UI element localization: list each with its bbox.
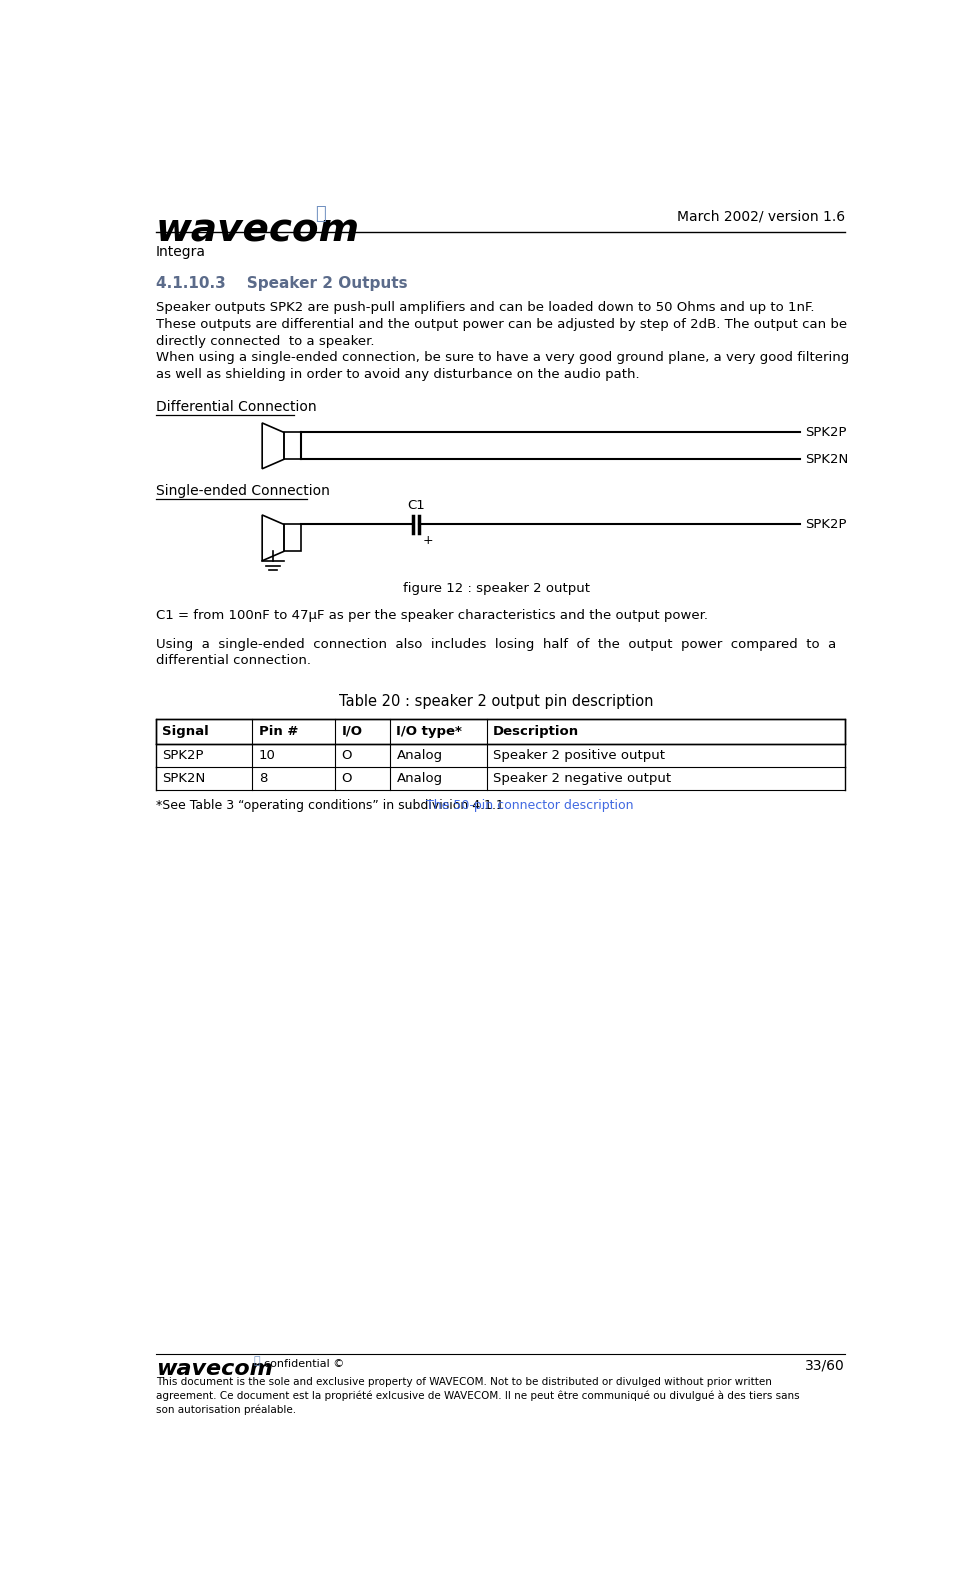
Text: This document is the sole and exclusive property of WAVECOM. Not to be distribut: This document is the sole and exclusive … [156,1378,772,1387]
Bar [284,432,301,459]
Text: Integra: Integra [156,245,206,259]
Text: Ⓦ: Ⓦ [254,1356,261,1367]
Text: Pin #: Pin # [259,725,298,737]
Text: Analog: Analog [396,750,443,763]
Text: 8: 8 [259,772,267,785]
Text: The 50-pin connector description: The 50-pin connector description [425,799,633,813]
Text: Speaker outputs SPK2 are push-pull amplifiers and can be loaded down to 50 Ohms : Speaker outputs SPK2 are push-pull ampli… [156,302,815,315]
Polygon shape [263,422,284,468]
Bar [156,718,845,744]
Text: C1: C1 [407,498,424,513]
Text: O: O [341,750,352,763]
Text: Speaker 2 positive output: Speaker 2 positive output [493,750,665,763]
Text: figure 12 : speaker 2 output: figure 12 : speaker 2 output [403,582,590,595]
Text: These outputs are differential and the output power can be adjusted by step of 2: These outputs are differential and the o… [156,318,847,331]
Text: 10: 10 [259,750,275,763]
Text: SPK2N: SPK2N [162,772,205,785]
Text: *See Table 3 “operating conditions” in subdivision 4.1.1: *See Table 3 “operating conditions” in s… [156,799,504,813]
Text: I/O: I/O [341,725,362,737]
Polygon shape [263,516,284,560]
Text: confidential ©: confidential © [265,1359,345,1368]
Text: SPK2N: SPK2N [804,452,848,465]
Text: 4.1.10.3    Speaker 2 Outputs: 4.1.10.3 Speaker 2 Outputs [156,277,408,291]
Text: son autorisation préalable.: son autorisation préalable. [156,1405,297,1414]
Text: Description: Description [493,725,579,737]
Text: SPK2P: SPK2P [804,426,846,438]
Text: Single-ended Connection: Single-ended Connection [156,484,329,498]
Bar [284,524,301,552]
Text: SPK2P: SPK2P [162,750,203,763]
Text: C1 = from 100nF to 47µF as per the speaker characteristics and the output power.: C1 = from 100nF to 47µF as per the speak… [156,609,708,622]
Text: 33/60: 33/60 [805,1359,845,1373]
Text: +: + [422,533,433,547]
Text: wavecom: wavecom [156,212,360,250]
Text: directly connected  to a speaker.: directly connected to a speaker. [156,335,374,348]
Text: Signal: Signal [162,725,209,737]
Text: agreement. Ce document est la propriété exlcusive de WAVECOM. Il ne peut être co: agreement. Ce document est la propriété … [156,1391,799,1402]
Text: Analog: Analog [396,772,443,785]
Text: as well as shielding in order to avoid any disturbance on the audio path.: as well as shielding in order to avoid a… [156,367,640,381]
Text: O: O [341,772,352,785]
Text: Ⓦ: Ⓦ [315,206,326,223]
Text: I/O type*: I/O type* [396,725,462,737]
Text: When using a single-ended connection, be sure to have a very good ground plane, : When using a single-ended connection, be… [156,351,849,364]
Text: wavecom: wavecom [156,1359,272,1378]
Text: Table 20 : speaker 2 output pin description: Table 20 : speaker 2 output pin descript… [339,694,654,709]
Text: Using  a  single-ended  connection  also  includes  losing  half  of  the  outpu: Using a single-ended connection also inc… [156,638,836,650]
Text: Speaker 2 negative output: Speaker 2 negative output [493,772,672,785]
Text: SPK2P: SPK2P [804,517,846,532]
Text: March 2002/ version 1.6: March 2002/ version 1.6 [677,210,845,225]
Text: differential connection.: differential connection. [156,655,311,668]
Text: Differential Connection: Differential Connection [156,400,317,413]
